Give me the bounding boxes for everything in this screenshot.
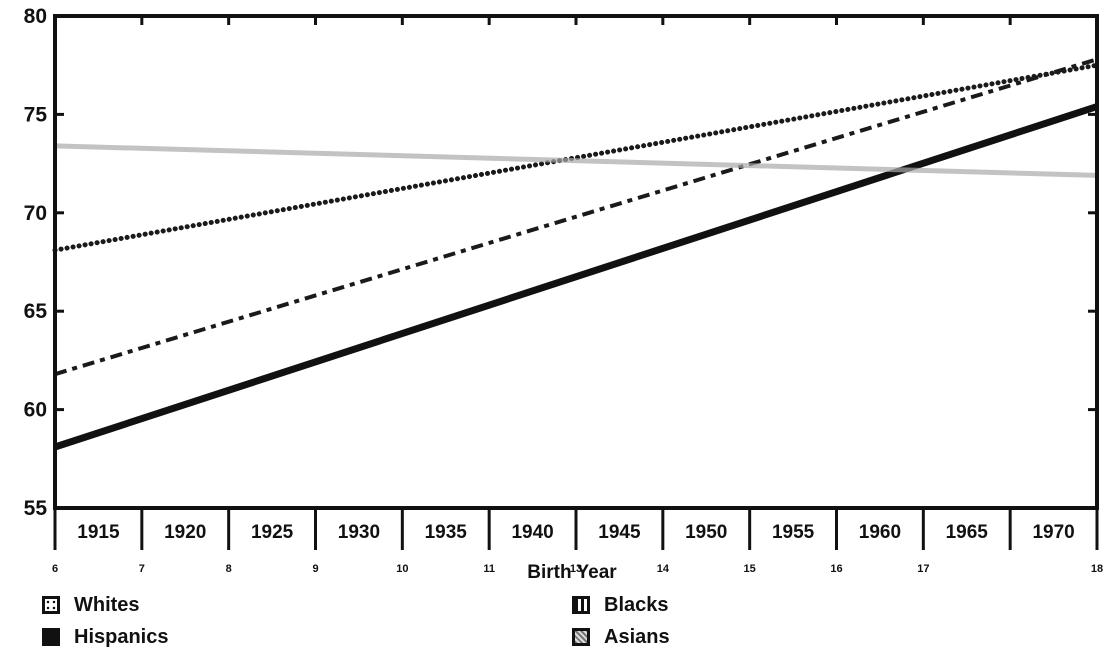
y-tick-label: 80: [24, 5, 47, 28]
legend-swatch-whites: [42, 596, 60, 614]
x-index-label: 15: [744, 563, 756, 575]
x-axis: 1915 1920 1925 1930 1935 1940 1945 1950 1955 1960…: [52, 16, 1103, 575]
x-index-label: 8: [226, 563, 232, 575]
x-index-label: 14: [657, 563, 670, 575]
x-tick-label: 1935: [425, 522, 468, 543]
x-tick-label: 1945: [598, 522, 641, 543]
legend-swatch-asians: [572, 628, 590, 646]
series-line-blacks: [54, 57, 1098, 377]
x-index-label: 16: [830, 563, 842, 575]
legend-swatch-hispanics: [42, 628, 60, 646]
x-index-label: 6: [52, 563, 58, 575]
x-index-label: 17: [917, 563, 929, 575]
plot-frame: [53, 14, 1099, 510]
series-line-asians: [54, 143, 1098, 178]
legend-item-hispanics: Hispanics: [42, 623, 168, 651]
x-tick-label: 1960: [859, 522, 901, 543]
x-tick-label: 1950: [685, 522, 727, 543]
legend-label-whites: Whites: [74, 593, 140, 616]
legend-item-whites: Whites: [42, 591, 140, 619]
legend-label-hispanics: Hispanics: [74, 625, 169, 648]
y-tick-label: 70: [24, 202, 47, 225]
x-tick-label: 1965: [946, 522, 989, 543]
x-index-label: 11: [483, 563, 495, 575]
legend-label-asians: Asians: [604, 625, 670, 648]
x-tick-label: 1915: [77, 522, 120, 543]
y-tick-label: 55: [24, 497, 48, 520]
series-line-whites: [52, 62, 1100, 253]
y-tick-label: 60: [24, 399, 47, 422]
legend-swatch-blacks: [572, 596, 590, 614]
x-axis-label: Birth Year: [527, 562, 617, 583]
x-tick-label: 1925: [251, 522, 294, 543]
x-index-label: 7: [139, 563, 145, 575]
x-index-label: 9: [312, 563, 318, 575]
legend-item-asians: Asians: [572, 623, 670, 651]
x-tick-label: 1920: [164, 522, 206, 543]
x-tick-label: 1970: [1032, 522, 1074, 543]
series-line-hispanics: [53, 103, 1099, 451]
legend-item-blacks: Blacks: [572, 591, 669, 619]
x-tick-label: 1955: [772, 522, 815, 543]
legend-label-blacks: Blacks: [604, 593, 669, 616]
plot-lines: [52, 57, 1100, 451]
legend: Whites Hispanics Blacks Asians: [0, 585, 1106, 653]
y-axis: 55 60 65 70 75 80: [24, 5, 1097, 520]
x-index-label: 13: [570, 563, 582, 575]
x-tick-label: 1930: [338, 522, 380, 543]
y-tick-label: 75: [24, 103, 48, 126]
x-index-label: 18: [1091, 563, 1103, 575]
x-index-label: 10: [396, 563, 408, 575]
y-tick-label: 65: [24, 300, 48, 323]
x-tick-label: 1940: [511, 522, 553, 543]
